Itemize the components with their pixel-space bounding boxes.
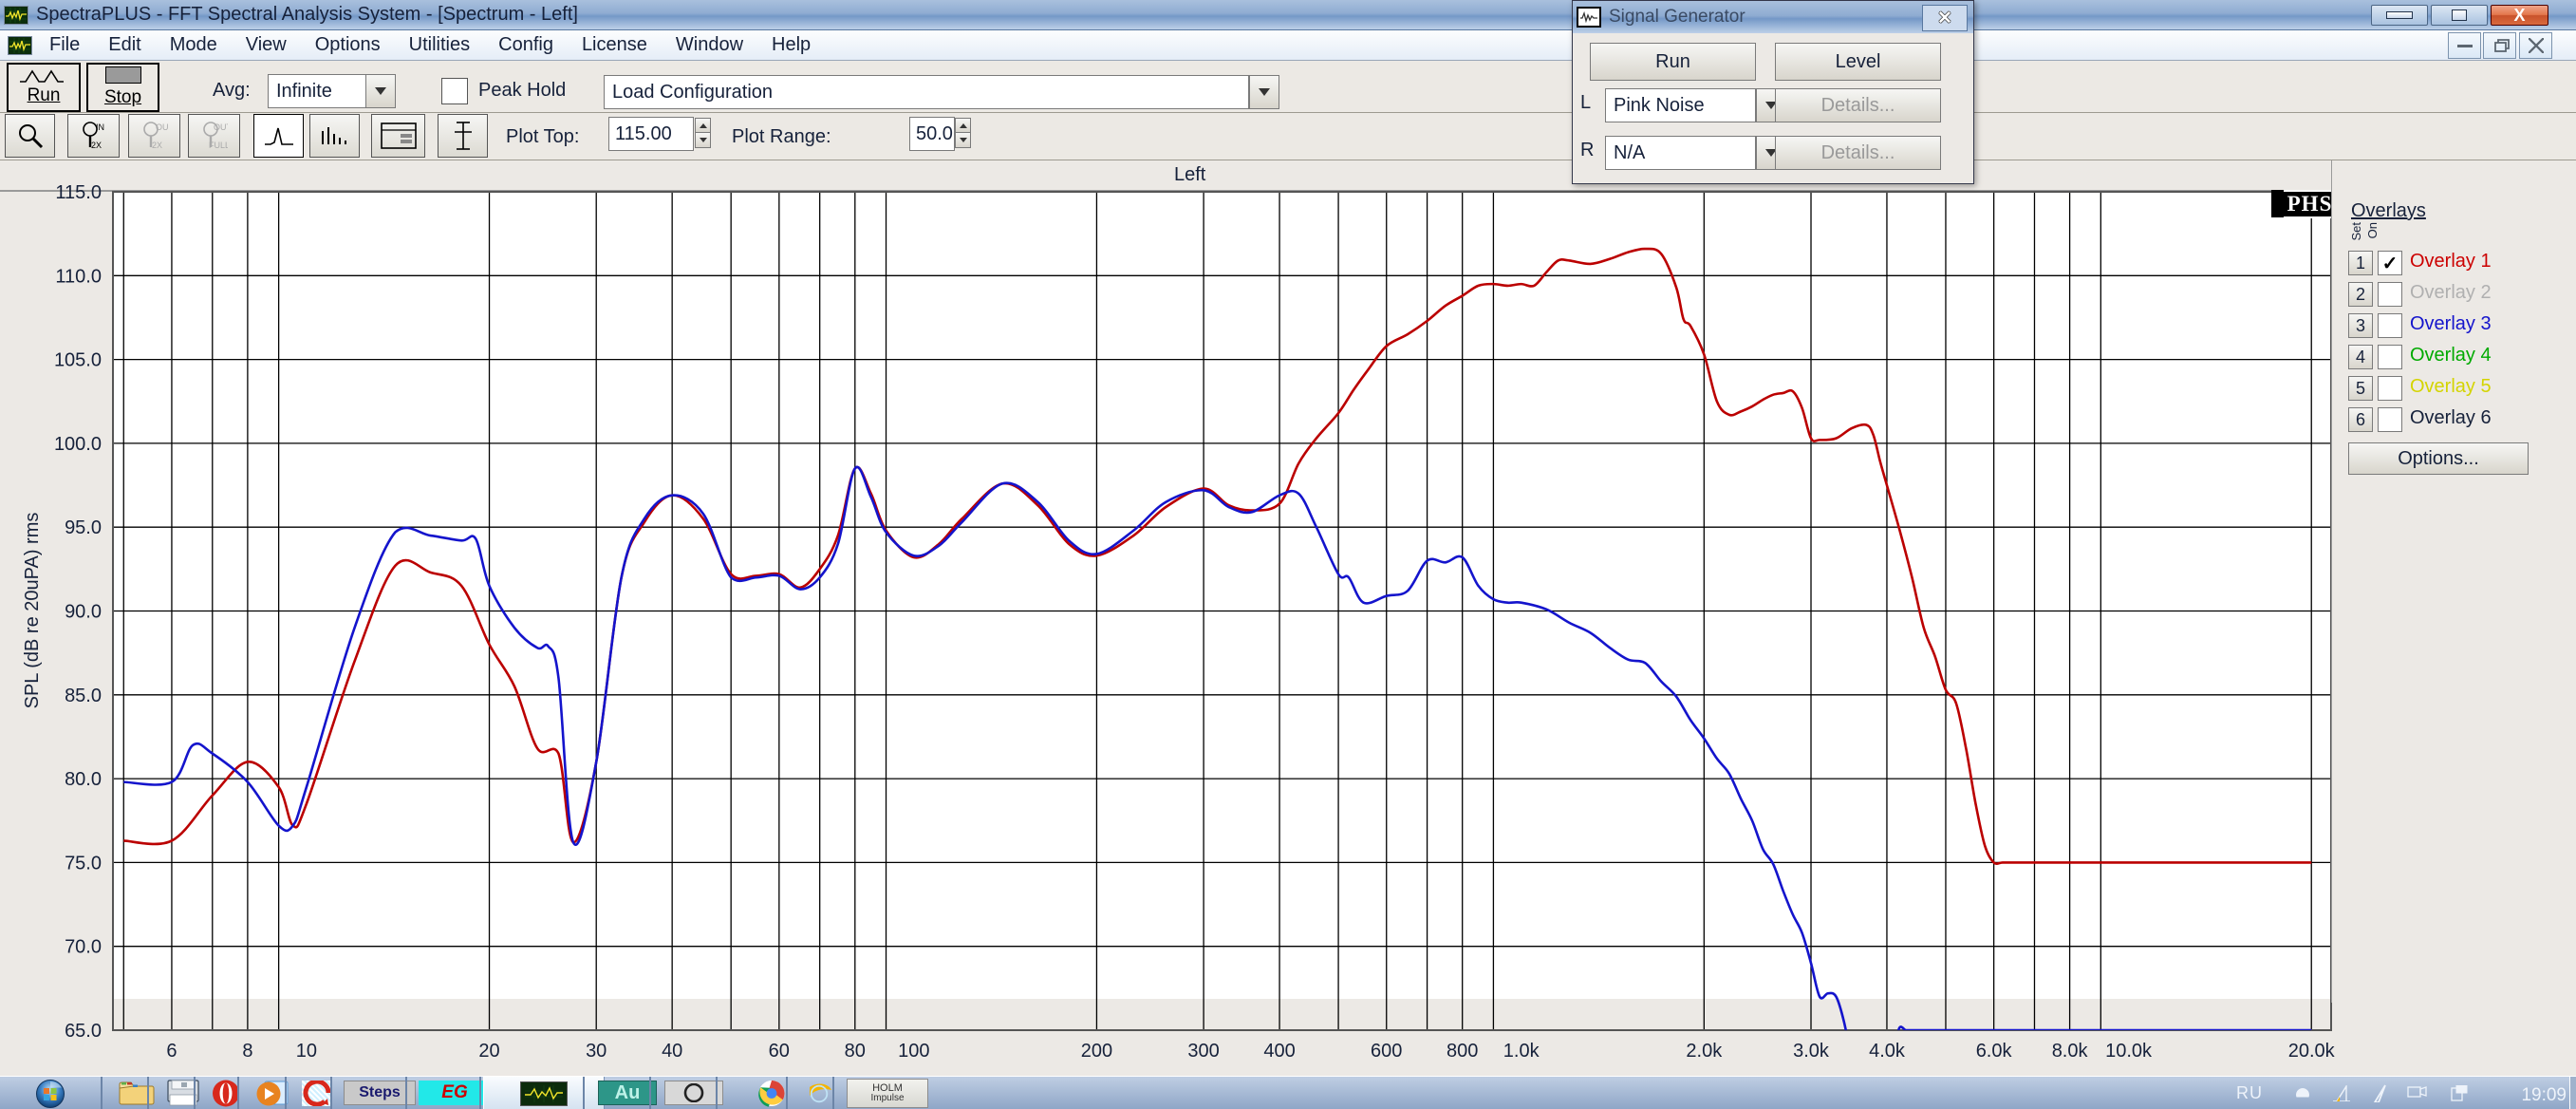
svg-text:70.0: 70.0 bbox=[65, 937, 102, 958]
svg-text:75.0: 75.0 bbox=[65, 853, 102, 874]
svg-text:200: 200 bbox=[1081, 1041, 1112, 1062]
svg-text:10.0k: 10.0k bbox=[2105, 1041, 2153, 1062]
svg-text:OUT: OUT bbox=[156, 122, 168, 132]
svg-text:IN: IN bbox=[96, 122, 104, 132]
svg-text:4.0k: 4.0k bbox=[1869, 1041, 1906, 1062]
svg-text:8: 8 bbox=[242, 1041, 252, 1062]
svg-text:110.0: 110.0 bbox=[55, 266, 102, 287]
svg-text:8.0k: 8.0k bbox=[2052, 1041, 2089, 1062]
svg-text:30: 30 bbox=[586, 1041, 607, 1062]
svg-text:90.0: 90.0 bbox=[65, 602, 102, 623]
svg-text:1.0k: 1.0k bbox=[1503, 1041, 1540, 1062]
svg-text:SPL (dB re 20uPA) rms: SPL (dB re 20uPA) rms bbox=[22, 513, 43, 709]
svg-text:20: 20 bbox=[478, 1041, 499, 1062]
svg-text:40: 40 bbox=[662, 1041, 682, 1062]
svg-text:105.0: 105.0 bbox=[54, 350, 102, 371]
svg-text:800: 800 bbox=[1447, 1041, 1478, 1062]
svg-text:600: 600 bbox=[1371, 1041, 1402, 1062]
svg-text:100: 100 bbox=[898, 1041, 929, 1062]
svg-text:80: 80 bbox=[845, 1041, 866, 1062]
svg-text:300: 300 bbox=[1187, 1041, 1219, 1062]
svg-text:OUT: OUT bbox=[214, 122, 228, 132]
svg-text:6: 6 bbox=[166, 1041, 177, 1062]
svg-text:2X: 2X bbox=[152, 141, 162, 150]
svg-text:65.0: 65.0 bbox=[65, 1021, 102, 1042]
svg-text:85.0: 85.0 bbox=[65, 686, 102, 706]
svg-text:400: 400 bbox=[1263, 1041, 1295, 1062]
svg-text:FULL: FULL bbox=[209, 141, 228, 150]
svg-text:20.0k: 20.0k bbox=[2288, 1041, 2336, 1062]
svg-text:6.0k: 6.0k bbox=[1976, 1041, 2013, 1062]
svg-text:3.0k: 3.0k bbox=[1793, 1041, 1830, 1062]
svg-text:10: 10 bbox=[296, 1041, 317, 1062]
svg-text:60: 60 bbox=[769, 1041, 790, 1062]
svg-text:2X: 2X bbox=[91, 141, 102, 150]
svg-text:115.0: 115.0 bbox=[55, 182, 102, 203]
svg-text:100.0: 100.0 bbox=[54, 434, 102, 455]
svg-text:2.0k: 2.0k bbox=[1686, 1041, 1723, 1062]
svg-text:95.0: 95.0 bbox=[65, 517, 102, 538]
svg-text:80.0: 80.0 bbox=[65, 769, 102, 790]
